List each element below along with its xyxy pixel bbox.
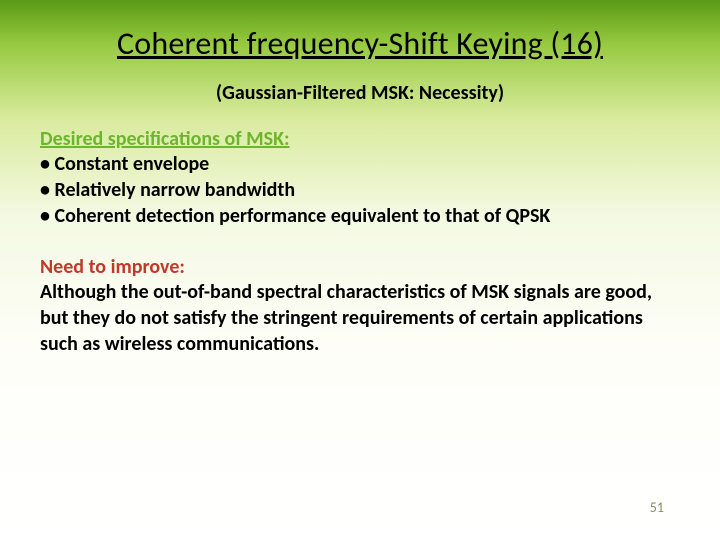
slide-container: Coherent frequency-Shift Keying (16) (Ga… (0, 0, 720, 357)
desired-bullets: • Constant envelope • Relatively narrow … (40, 151, 672, 229)
slide-title: Coherent frequency-Shift Keying (16) (48, 24, 672, 63)
desired-heading: Desired specifications of MSK: (40, 127, 672, 151)
improve-text: Although the out-of-band spectral charac… (40, 279, 672, 357)
bullet-item: • Constant envelope (40, 151, 672, 177)
page-number: 51 (650, 499, 664, 516)
bullet-item: • Coherent detection performance equival… (40, 203, 672, 229)
bullet-item: • Relatively narrow bandwidth (40, 177, 672, 203)
slide-subtitle: (Gaussian-Filtered MSK: Necessity) (48, 81, 672, 105)
improve-heading: Need to improve: (40, 255, 672, 279)
